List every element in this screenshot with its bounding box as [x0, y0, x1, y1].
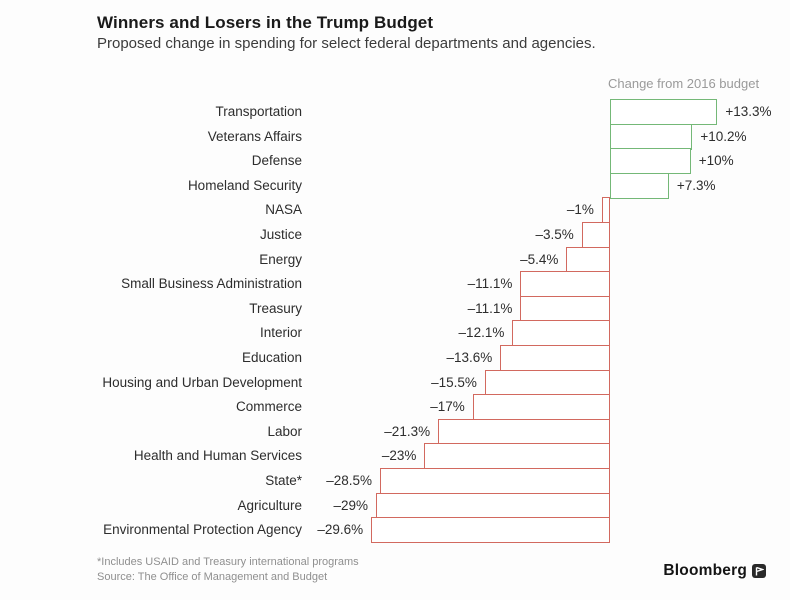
agency-label: Housing and Urban Development [102, 374, 302, 390]
bar-negative [581, 222, 610, 249]
agency-label: Agriculture [237, 497, 302, 513]
value-label: –29.6% [317, 522, 364, 538]
value-label: –21.3% [384, 423, 431, 439]
value-label: –13.6% [446, 350, 493, 365]
agency-label: Labor [267, 423, 302, 439]
agency-label: Homeland Security [187, 177, 302, 193]
bar-negative [438, 418, 610, 445]
agency-label: Education [241, 350, 302, 365]
value-label: –12.1% [458, 325, 505, 341]
bar-positive [610, 123, 693, 150]
agency-label: Defense [251, 153, 302, 169]
value-label: +10% [698, 153, 734, 169]
agency-label: Small Business Administration [121, 276, 302, 292]
agency-label: Health and Human Services [133, 448, 302, 464]
value-label: –1% [566, 202, 594, 218]
agency-label: Transportation [215, 104, 302, 119]
value-label: +10.2% [700, 128, 747, 144]
source-line: Source: The Office of Management and Bud… [97, 571, 328, 583]
agency-label: NASA [265, 202, 302, 218]
value-label: –5.4% [520, 251, 559, 267]
agency-label: Justice [259, 227, 302, 242]
chart-subtitle: Proposed change in spending for select f… [97, 35, 596, 52]
bar-chart: Transportation +13.3% Veterans Affairs +10.… [0, 99, 790, 549]
brand-logo: Bloomberg [663, 562, 766, 580]
axis-annotation: Change from 2016 budget [608, 76, 760, 91]
bar-negative [500, 345, 610, 372]
bar-negative [601, 197, 610, 224]
bar-positive [610, 148, 691, 175]
agency-label: State* [265, 473, 302, 488]
agency-label: Interior [259, 325, 302, 341]
bar-positive [610, 99, 718, 126]
value-label: –11.1% [467, 276, 513, 292]
bar-negative [380, 468, 610, 495]
agency-label: Energy [259, 251, 302, 267]
value-label: –28.5% [326, 473, 372, 488]
bar-negative [520, 295, 610, 322]
value-label: +7.3% [676, 177, 716, 193]
value-label: –29% [333, 497, 368, 513]
value-label: +13.3% [725, 104, 772, 119]
bloomberg-pennant-icon [752, 564, 766, 578]
value-label: –15.5% [431, 374, 477, 390]
bar-negative [371, 517, 610, 544]
agency-label: Veterans Affairs [207, 128, 302, 144]
bar-negative [512, 320, 610, 347]
value-label: –23% [381, 448, 417, 464]
bar-negative [424, 443, 610, 470]
bar-negative [484, 369, 610, 396]
value-label: –3.5% [535, 227, 574, 242]
bar-negative [472, 394, 610, 421]
bar-negative [375, 492, 610, 519]
agency-label: Treasury [249, 300, 302, 316]
agency-label: Commerce [235, 399, 302, 415]
bar-negative [520, 271, 610, 298]
chart-title: Winners and Losers in the Trump Budget [97, 13, 434, 32]
value-label: –17% [430, 399, 465, 415]
footnote: *Includes USAID and Treasury internation… [97, 556, 359, 568]
brand-wordmark: Bloomberg [663, 562, 747, 579]
bar-negative [566, 246, 610, 273]
agency-label: Environmental Protection Agency [103, 522, 302, 538]
bar-positive [610, 172, 669, 199]
value-label: –11.1% [467, 300, 513, 316]
